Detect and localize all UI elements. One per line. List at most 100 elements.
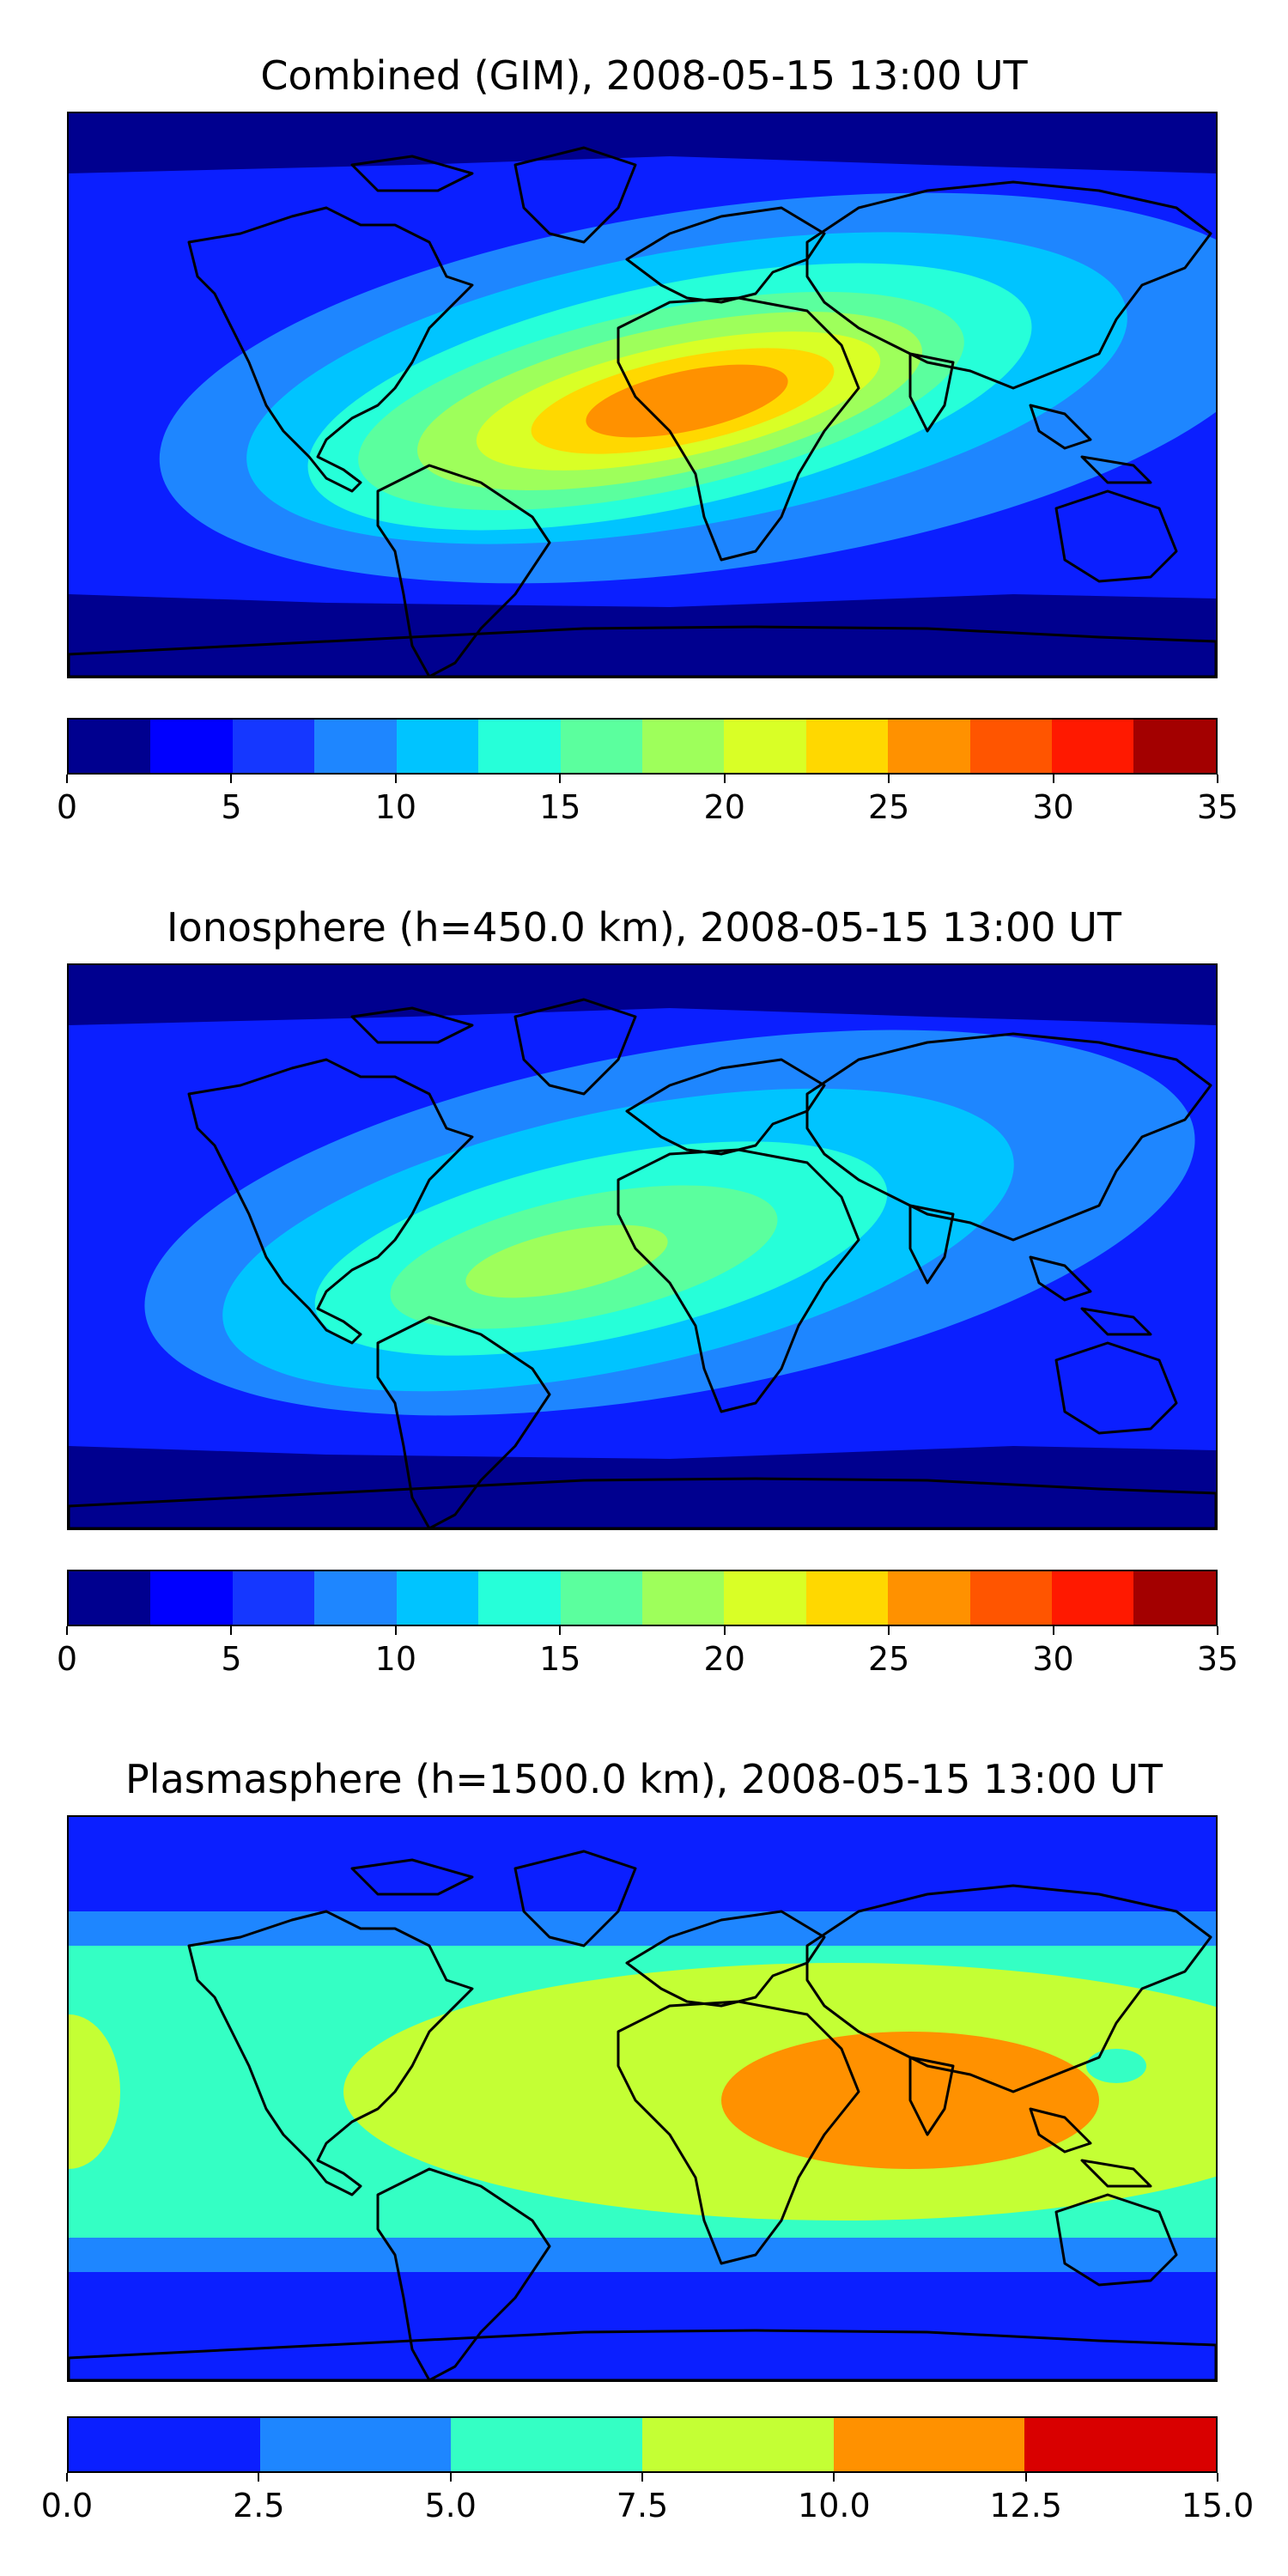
colorbar-tick-mark (66, 1626, 68, 1635)
colorbar-segment (724, 1571, 806, 1625)
coastline (908, 1204, 955, 1285)
colorbar-tick-mark (1217, 775, 1218, 783)
colorbar-tick-mark (66, 775, 68, 783)
colorbar-tick-label: 5 (221, 1640, 242, 1678)
coastline (350, 155, 474, 192)
colorbar-segment (314, 720, 397, 773)
colorbar-segment (396, 720, 479, 773)
colorbar-tick-label: 7.5 (616, 2487, 669, 2524)
colorbar-segment (560, 720, 642, 773)
coastline (376, 1315, 551, 1528)
colorbar-tick-mark (641, 2473, 643, 2482)
colorbar-segment (642, 2418, 834, 2471)
contour-band (586, 364, 788, 438)
colorbar-tick-mark (230, 1626, 233, 1635)
colorbar-tick-label: 35 (1196, 1640, 1239, 1678)
map-ionosphere (67, 963, 1218, 1530)
colorbar-segment (888, 1571, 970, 1625)
colorbar-segment (833, 2418, 1025, 2471)
coastline (625, 206, 826, 304)
colorbar-tick-mark (723, 1626, 726, 1635)
colorbar-ticks: 0 5 10 15 20 25 30 35 (57, 775, 1238, 835)
colorbar-tick-mark (1217, 2473, 1218, 2482)
colorbar-tick-label: 25 (867, 788, 910, 826)
coastline (617, 1148, 860, 1413)
colorbar-tick-mark (1217, 1626, 1218, 1635)
coastline (1054, 489, 1178, 583)
colorbar-segment (969, 1571, 1053, 1625)
colorbar-tick-label: 5.0 (424, 2487, 477, 2524)
contour-band-low (69, 113, 1216, 173)
colorbar-tick-mark (888, 1626, 890, 1635)
colorbar-segment (1133, 720, 1216, 773)
colorbar-ticks: 0.0 2.5 5.0 7.5 10.0 12.5 15.0 (41, 2473, 1254, 2533)
contour-band (1086, 2049, 1146, 2083)
colorbar-tick-mark (723, 775, 726, 783)
colorbar (67, 1570, 1218, 1626)
colorbar-segment (641, 1571, 725, 1625)
coastline (350, 1006, 474, 1044)
colorbar-tick-label: 2.5 (233, 2487, 285, 2524)
colorbar-tick-label: 10 (374, 788, 417, 826)
colorbar-tick-mark (559, 1626, 562, 1635)
coastline (1029, 404, 1092, 450)
coastline (1029, 2107, 1092, 2154)
colorbar-segment (969, 720, 1053, 773)
colorbar-tick-label: 25 (867, 1640, 910, 1678)
colorbar (67, 2416, 1218, 2473)
colorbar-tick-label: 35 (1196, 788, 1239, 826)
colorbar-segment (451, 2418, 643, 2471)
colorbar-segment (396, 1571, 479, 1625)
tec-contour-map (69, 1817, 1216, 2380)
contour-band-low (69, 1446, 1216, 1528)
colorbar-tick-label: 12.5 (989, 2487, 1062, 2524)
coastline (1054, 1341, 1178, 1435)
colorbar-tick-label: 30 (1032, 788, 1074, 826)
contour-band-low (69, 594, 1216, 677)
colorbar-segment (478, 1571, 561, 1625)
tec-contour-map (69, 965, 1216, 1528)
colorbar-segment (232, 720, 315, 773)
coastline (376, 2167, 551, 2380)
coastline (908, 352, 955, 433)
tec-contour-map (69, 113, 1216, 677)
panel-title: Plasmasphere (h=1500.0 km), 2008-05-15 1… (125, 1756, 1163, 1802)
colorbar-segment (69, 2418, 260, 2471)
coastline (187, 1910, 474, 2196)
coastline (805, 1032, 1212, 1242)
coastline (805, 180, 1212, 390)
coastline (376, 464, 551, 677)
colorbar-tick-label: 0 (56, 788, 78, 826)
colorbar-segment (805, 720, 889, 773)
coastline (625, 1058, 826, 1156)
colorbar-ticks: 0 5 10 15 20 25 30 35 (57, 1626, 1238, 1686)
colorbar-tick-mark (394, 1626, 397, 1635)
colorbar-segment (888, 720, 970, 773)
colorbar-tick-label: 0 (56, 1640, 78, 1678)
colorbar-tick-label: 15.0 (1181, 2487, 1255, 2524)
colorbar-segment (232, 1571, 315, 1625)
coastline (625, 1910, 826, 2008)
coastline (69, 2329, 1216, 2380)
colorbar-segment (1052, 720, 1134, 773)
colorbar-tick-mark (1052, 1626, 1054, 1635)
colorbar-tick-label: 20 (703, 788, 745, 826)
colorbar-tick-mark (1024, 2473, 1027, 2482)
colorbar-tick-mark (394, 775, 397, 783)
coastline (513, 1850, 637, 1947)
colorbar-tick-label: 5 (221, 788, 242, 826)
coastline (187, 206, 474, 493)
colorbar-tick-mark (888, 775, 890, 783)
colorbar-segment (560, 1571, 642, 1625)
colorbar-segment (150, 720, 233, 773)
colorbar-tick-mark (230, 775, 233, 783)
colorbar-tick-label: 30 (1032, 1640, 1074, 1678)
coastline (1029, 1255, 1092, 1302)
map-plasmasphere (67, 1815, 1218, 2382)
coastline (513, 998, 637, 1096)
colorbar-segment (69, 1571, 151, 1625)
coastline (617, 296, 860, 562)
map-combined (67, 112, 1218, 678)
colorbar-tick-mark (66, 2473, 68, 2482)
colorbar-tick-mark (833, 2473, 835, 2482)
